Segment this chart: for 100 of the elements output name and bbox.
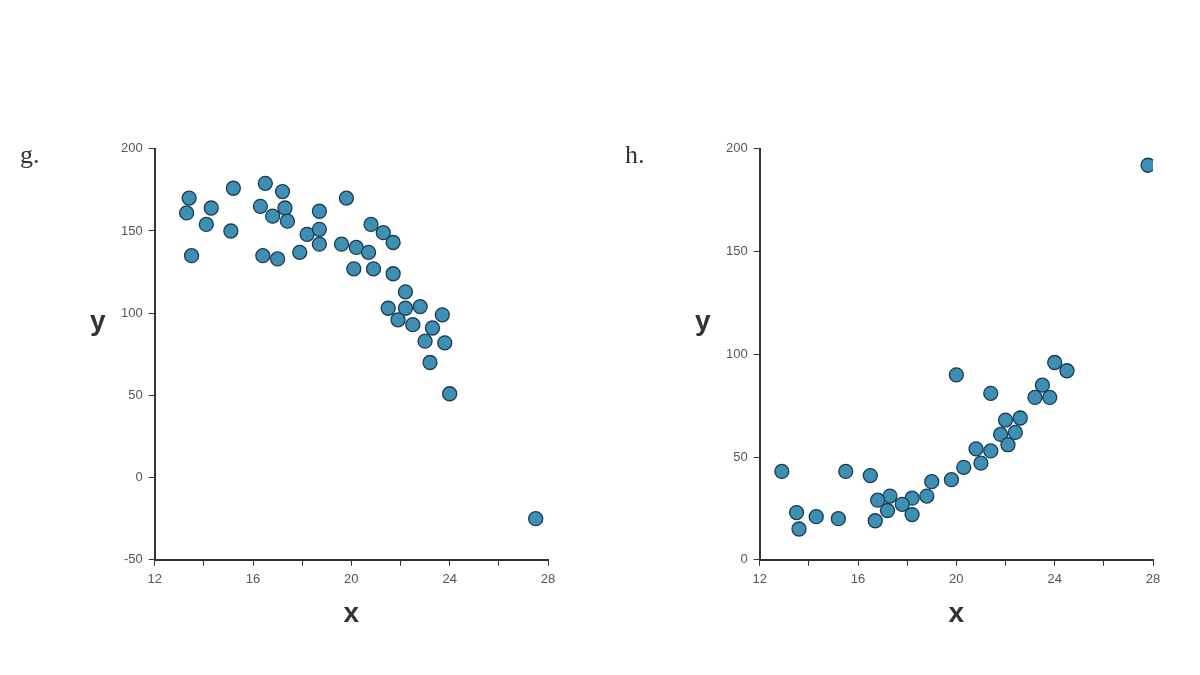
point bbox=[1059, 363, 1075, 379]
x-tick-label: 16 bbox=[850, 571, 866, 587]
point bbox=[252, 198, 269, 214]
point bbox=[867, 513, 883, 529]
y-tick-label: 100 bbox=[725, 345, 748, 361]
point bbox=[968, 441, 984, 457]
point bbox=[183, 248, 200, 264]
point bbox=[870, 492, 886, 508]
chart-title: g. bbox=[20, 140, 40, 170]
y-tick-label: 0 bbox=[135, 469, 143, 485]
point bbox=[983, 443, 999, 459]
point bbox=[380, 300, 396, 316]
point bbox=[311, 221, 328, 238]
y-tick-label: 50 bbox=[733, 448, 748, 464]
y-tick-label: -50 bbox=[123, 551, 143, 567]
point bbox=[375, 224, 391, 241]
point bbox=[997, 412, 1014, 428]
point bbox=[417, 333, 433, 349]
point bbox=[943, 472, 960, 488]
point bbox=[279, 213, 296, 229]
point bbox=[434, 307, 450, 323]
point bbox=[311, 236, 328, 252]
point bbox=[1007, 424, 1023, 441]
chart-title: h. bbox=[625, 140, 645, 170]
point bbox=[385, 234, 401, 251]
point bbox=[385, 266, 401, 282]
point bbox=[365, 261, 382, 277]
point bbox=[424, 320, 441, 336]
point bbox=[390, 312, 406, 328]
point bbox=[405, 317, 421, 333]
point bbox=[904, 506, 920, 523]
x-tick-label: 24 bbox=[1047, 571, 1062, 587]
point bbox=[788, 504, 805, 521]
point bbox=[774, 463, 790, 480]
x-tick-label: 20 bbox=[949, 571, 964, 587]
point bbox=[1000, 437, 1016, 453]
y-axis-title: y bbox=[695, 305, 711, 337]
point bbox=[397, 300, 414, 316]
x-tick-label: 28 bbox=[540, 571, 556, 587]
x-axis-title: x bbox=[948, 596, 965, 628]
point bbox=[422, 354, 438, 371]
point bbox=[223, 223, 239, 239]
point bbox=[274, 183, 291, 200]
point bbox=[412, 298, 428, 315]
point bbox=[1042, 389, 1058, 406]
point bbox=[277, 200, 293, 216]
point bbox=[348, 239, 364, 256]
point bbox=[442, 386, 458, 402]
point bbox=[333, 236, 350, 252]
point bbox=[924, 474, 940, 490]
x-tick-label: 28 bbox=[1145, 571, 1161, 587]
x-tick-label: 12 bbox=[147, 571, 162, 587]
point bbox=[257, 175, 273, 191]
x-axis-title: x bbox=[343, 596, 360, 628]
x-tick-label: 16 bbox=[245, 571, 261, 587]
x-tick-label: 24 bbox=[442, 571, 457, 587]
point bbox=[882, 488, 898, 504]
point bbox=[956, 459, 972, 475]
point bbox=[198, 216, 214, 233]
point bbox=[437, 335, 453, 351]
point bbox=[397, 284, 414, 300]
point bbox=[363, 216, 379, 233]
point bbox=[179, 205, 195, 221]
x-tick-label: 20 bbox=[344, 571, 359, 587]
y-tick-label: 50 bbox=[128, 386, 143, 402]
point bbox=[311, 203, 328, 219]
y-tick-label: 100 bbox=[120, 304, 143, 320]
point bbox=[862, 467, 878, 484]
point bbox=[528, 511, 544, 527]
point bbox=[255, 248, 271, 264]
point bbox=[973, 455, 989, 471]
point bbox=[269, 251, 286, 267]
point bbox=[919, 488, 935, 504]
point bbox=[1034, 377, 1051, 393]
point bbox=[181, 190, 197, 206]
point bbox=[879, 502, 896, 519]
point bbox=[292, 244, 308, 261]
point bbox=[203, 200, 219, 216]
y-tick-label: 150 bbox=[725, 243, 748, 259]
y-axis-title: y bbox=[90, 305, 106, 337]
point bbox=[992, 426, 1009, 443]
y-tick-label: 150 bbox=[120, 222, 143, 238]
y-tick-label: 200 bbox=[725, 140, 748, 156]
point bbox=[894, 496, 910, 512]
y-tick-label: 200 bbox=[120, 140, 143, 156]
point bbox=[265, 208, 281, 224]
point bbox=[338, 190, 355, 206]
point bbox=[983, 385, 999, 401]
point bbox=[1047, 354, 1063, 371]
point bbox=[948, 367, 964, 383]
point bbox=[346, 261, 362, 277]
point bbox=[830, 511, 846, 527]
point bbox=[1027, 389, 1043, 406]
point bbox=[225, 180, 241, 196]
point bbox=[808, 509, 824, 525]
point bbox=[360, 244, 377, 261]
point bbox=[791, 521, 807, 537]
x-tick-label: 12 bbox=[752, 571, 767, 587]
y-tick-label: 0 bbox=[740, 551, 748, 567]
point bbox=[1012, 410, 1028, 426]
